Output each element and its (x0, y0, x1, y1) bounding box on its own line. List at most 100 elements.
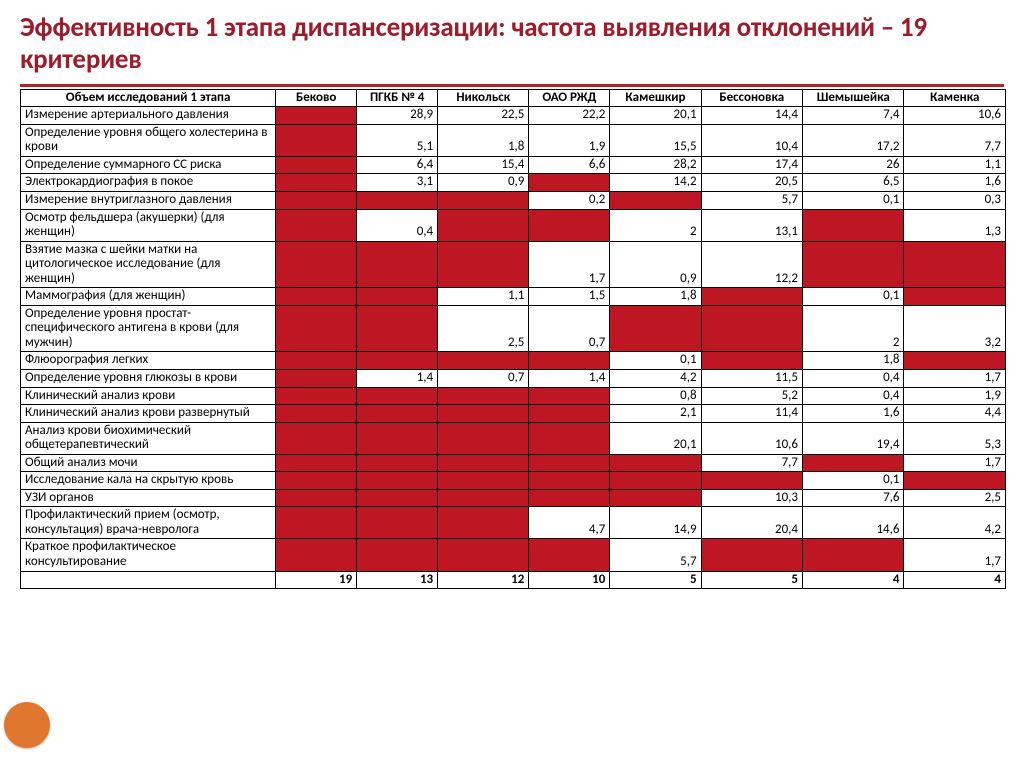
data-cell (529, 422, 610, 454)
data-cell: 26 (803, 156, 904, 174)
row-label: Измерение внутриглазного давления (21, 192, 276, 210)
footer-cell: 4 (803, 571, 904, 589)
row-label: Флюорография легких (21, 352, 276, 370)
data-cell: 0,3 (904, 192, 1006, 210)
footer-cell: 13 (357, 571, 438, 589)
data-cell: 0,2 (529, 192, 610, 210)
data-cell (276, 387, 357, 405)
data-cell (904, 288, 1006, 306)
data-cell (276, 174, 357, 192)
title-underline (20, 84, 1004, 87)
data-cell (357, 305, 438, 352)
data-cell (357, 387, 438, 405)
table-row: Анализ крови биохимический общетерапевти… (21, 422, 1006, 454)
data-cell: 1,7 (904, 539, 1006, 571)
row-label: Осмотр фельдшера (акушерки) (для женщин) (21, 209, 276, 241)
data-cell: 1,5 (529, 288, 610, 306)
data-cell: 20,4 (701, 507, 802, 539)
data-cell (276, 192, 357, 210)
table-footer-row: 191312105544 (21, 571, 1006, 589)
data-cell (904, 352, 1006, 370)
data-cell (701, 288, 802, 306)
data-cell: 6,5 (803, 174, 904, 192)
col-header: Беково (276, 89, 357, 107)
table-header: Объем исследований 1 этапаБековоПГКБ № 4… (21, 89, 1006, 107)
footer-cell: 12 (438, 571, 529, 589)
data-cell (438, 352, 529, 370)
data-cell (438, 489, 529, 507)
data-cell (438, 507, 529, 539)
data-cell: 2,5 (904, 489, 1006, 507)
data-cell (438, 209, 529, 241)
data-cell: 5,2 (701, 387, 802, 405)
table-row: Определение уровня простат-специфическог… (21, 305, 1006, 352)
data-cell: 0,7 (438, 370, 529, 388)
row-label: Профилактический прием (осмотр, консульт… (21, 507, 276, 539)
table-row: Определение суммарного СС риска6,415,46,… (21, 156, 1006, 174)
data-cell (357, 241, 438, 288)
row-label: Маммография (для женщин) (21, 288, 276, 306)
row-label: Краткое профилактическое консультировани… (21, 539, 276, 571)
data-cell (803, 209, 904, 241)
row-label: УЗИ органов (21, 489, 276, 507)
data-cell (529, 539, 610, 571)
table-row: Взятие мазка с шейки матки на цитологиче… (21, 241, 1006, 288)
col-header: Никольск (438, 89, 529, 107)
table-row: Измерение внутриглазного давления0,25,70… (21, 192, 1006, 210)
data-cell: 7,7 (904, 124, 1006, 156)
data-cell (438, 387, 529, 405)
data-cell (529, 489, 610, 507)
data-cell (357, 192, 438, 210)
row-label: Электрокардиография в покое (21, 174, 276, 192)
data-cell: 0,1 (803, 288, 904, 306)
data-cell (276, 422, 357, 454)
row-label: Определение уровня общего холестерина в … (21, 124, 276, 156)
data-cell (610, 454, 701, 472)
orange-badge-icon (4, 702, 50, 748)
table-row: Определение уровня общего холестерина в … (21, 124, 1006, 156)
data-cell: 2 (610, 209, 701, 241)
data-cell: 10,6 (904, 107, 1006, 125)
data-cell (276, 507, 357, 539)
data-cell: 0,4 (357, 209, 438, 241)
col-header: Шемышейка (803, 89, 904, 107)
data-cell: 1,1 (904, 156, 1006, 174)
data-cell (803, 241, 904, 288)
row-label: Определение суммарного СС риска (21, 156, 276, 174)
data-cell (357, 405, 438, 423)
data-cell (357, 454, 438, 472)
data-cell: 10,6 (701, 422, 802, 454)
data-cell: 11,5 (701, 370, 802, 388)
data-cell (276, 288, 357, 306)
data-cell: 20,1 (610, 107, 701, 125)
data-cell: 2,1 (610, 405, 701, 423)
data-cell (701, 305, 802, 352)
footer-cell (21, 571, 276, 589)
data-cell: 14,6 (803, 507, 904, 539)
data-cell (276, 107, 357, 125)
table-row: Определение уровня глюкозы в крови1,40,7… (21, 370, 1006, 388)
data-cell (438, 454, 529, 472)
data-cell (904, 472, 1006, 490)
data-cell: 0,1 (803, 192, 904, 210)
footer-cell: 19 (276, 571, 357, 589)
data-cell: 1,4 (357, 370, 438, 388)
data-cell: 4,4 (904, 405, 1006, 423)
table-row: Флюорография легких0,11,8 (21, 352, 1006, 370)
data-cell: 3,2 (904, 305, 1006, 352)
data-cell (276, 489, 357, 507)
footer-cell: 5 (610, 571, 701, 589)
data-cell: 2,5 (438, 305, 529, 352)
data-cell: 17,4 (701, 156, 802, 174)
table-row: УЗИ органов10,37,62,5 (21, 489, 1006, 507)
data-cell: 6,4 (357, 156, 438, 174)
data-cell: 5,1 (357, 124, 438, 156)
row-label: Взятие мазка с шейки матки на цитологиче… (21, 241, 276, 288)
data-cell (276, 156, 357, 174)
table-row: Краткое профилактическое консультировани… (21, 539, 1006, 571)
data-cell (529, 174, 610, 192)
col-header: ОАО РЖД (529, 89, 610, 107)
data-cell: 6,6 (529, 156, 610, 174)
data-cell (529, 472, 610, 490)
data-cell (438, 472, 529, 490)
